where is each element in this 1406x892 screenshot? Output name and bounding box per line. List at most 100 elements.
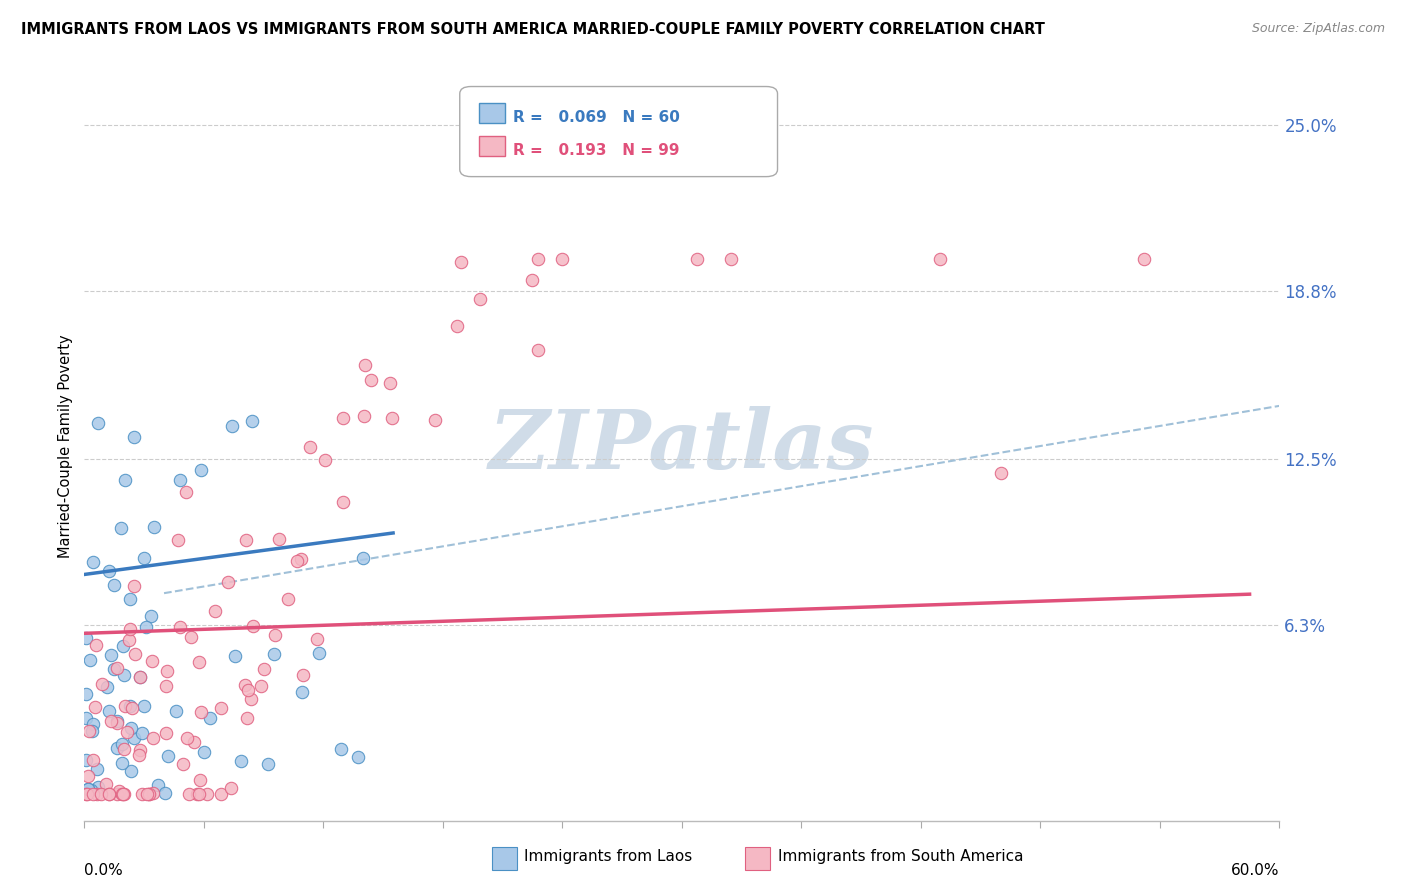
Point	[82, 787, 104, 801]
Point	[87, 780, 110, 795]
Point	[990, 466, 1012, 480]
Point	[224, 648, 246, 663]
Point	[190, 463, 212, 477]
Point	[242, 619, 264, 633]
Point	[124, 647, 146, 661]
Point	[138, 787, 160, 801]
Point	[285, 554, 308, 568]
Point	[122, 731, 145, 745]
Point	[174, 484, 197, 499]
Point	[291, 685, 314, 699]
Point	[332, 410, 354, 425]
Point	[129, 670, 152, 684]
Point	[928, 252, 950, 266]
Point	[82, 555, 104, 569]
Point	[179, 787, 201, 801]
Point	[209, 787, 232, 801]
Point	[138, 787, 160, 801]
Point	[153, 786, 176, 800]
Point	[131, 787, 153, 801]
Point	[209, 700, 232, 714]
Text: ZIPatlas: ZIPatlas	[489, 406, 875, 486]
Point	[82, 717, 104, 731]
Point	[112, 787, 135, 801]
Point	[118, 698, 141, 713]
Point	[107, 715, 129, 730]
Point	[450, 255, 472, 269]
Point	[551, 252, 574, 266]
Point	[76, 787, 98, 801]
Point	[188, 655, 211, 669]
Point	[82, 753, 104, 767]
Point	[77, 782, 100, 797]
Point	[131, 726, 153, 740]
Point	[128, 748, 150, 763]
Point	[118, 633, 141, 648]
Point	[98, 787, 121, 801]
Point	[142, 786, 165, 800]
Point	[114, 699, 136, 714]
Point	[239, 692, 262, 706]
Text: Immigrants from Laos: Immigrants from Laos	[524, 849, 693, 863]
Point	[111, 787, 134, 801]
Point	[75, 687, 97, 701]
Point	[180, 630, 202, 644]
Point	[105, 661, 128, 675]
Point	[122, 430, 145, 444]
Point	[86, 638, 108, 652]
Point	[77, 781, 100, 796]
Point	[520, 272, 543, 286]
Point	[86, 787, 108, 801]
Point	[115, 724, 138, 739]
Point	[100, 648, 122, 663]
Point	[80, 723, 103, 738]
Point	[96, 777, 118, 791]
Point	[111, 756, 134, 770]
Point	[134, 620, 156, 634]
Point	[527, 343, 550, 357]
Point	[253, 662, 276, 676]
Point	[527, 252, 550, 266]
Point	[96, 681, 118, 695]
Point	[381, 411, 404, 425]
Point	[263, 648, 285, 662]
Point	[329, 741, 352, 756]
Point	[86, 762, 108, 776]
Y-axis label: Married-Couple Family Poverty: Married-Couple Family Poverty	[58, 334, 73, 558]
Point	[198, 711, 221, 725]
Point	[87, 416, 110, 430]
Point	[103, 578, 125, 592]
Point	[75, 711, 97, 725]
Point	[156, 664, 179, 678]
Point	[219, 780, 242, 795]
Point	[235, 711, 257, 725]
Point	[80, 783, 103, 797]
Point	[84, 699, 107, 714]
Point	[353, 359, 375, 373]
Text: IMMIGRANTS FROM LAOS VS IMMIGRANTS FROM SOUTH AMERICA MARRIED-COUPLE FAMILY POVE: IMMIGRANTS FROM LAOS VS IMMIGRANTS FROM …	[21, 22, 1045, 37]
Point	[423, 413, 446, 427]
Point	[290, 552, 312, 566]
Point	[142, 519, 165, 533]
Point	[172, 757, 194, 772]
Point	[146, 778, 169, 792]
Point	[110, 521, 132, 535]
Point	[108, 784, 131, 798]
Point	[141, 654, 163, 668]
Point	[169, 474, 191, 488]
Point	[176, 731, 198, 745]
Point	[124, 579, 146, 593]
Point	[188, 772, 211, 787]
Point	[155, 726, 177, 740]
Point	[75, 631, 97, 645]
Point	[720, 252, 742, 266]
Point	[277, 592, 299, 607]
Point	[120, 721, 142, 735]
Point	[105, 741, 128, 756]
Point	[77, 724, 100, 739]
Point	[105, 714, 128, 728]
Point	[193, 745, 215, 759]
Point	[233, 678, 256, 692]
Point	[75, 787, 97, 801]
Point	[188, 787, 211, 801]
